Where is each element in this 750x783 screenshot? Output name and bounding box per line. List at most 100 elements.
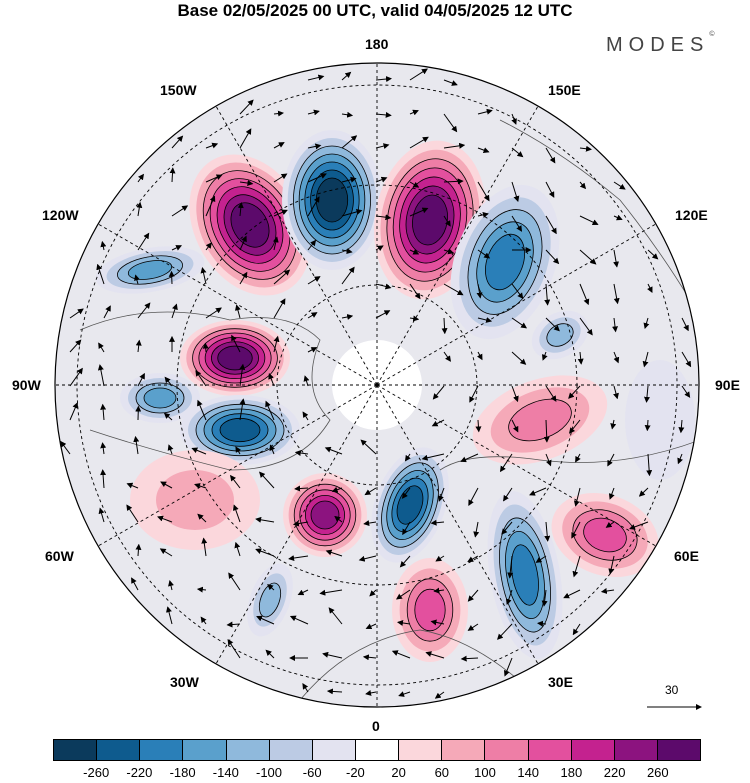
wind-vector-arrow — [358, 555, 377, 562]
wind-vector-arrow — [443, 79, 458, 86]
wind-vector-arrow — [133, 435, 140, 455]
wind-vector-arrow — [476, 283, 483, 299]
wind-vector-arrow — [399, 555, 411, 568]
wind-vector-arrow — [265, 649, 275, 659]
wind-vector-arrow — [409, 283, 421, 300]
wind-vector-arrow — [131, 577, 139, 591]
wind-vector-arrow — [460, 453, 479, 463]
wind-vector-arrow — [341, 111, 354, 118]
wind-vector-arrow — [196, 586, 207, 593]
wind-vector-arrow — [232, 504, 241, 523]
wind-vector-arrow — [610, 419, 617, 430]
anomaly-contour — [258, 582, 282, 618]
wind-vector-arrow — [511, 419, 519, 433]
wind-vector-arrow — [341, 71, 352, 81]
wind-vector-arrow — [273, 142, 285, 149]
wind-vector-arrow — [537, 620, 547, 627]
wind-vector-arrow — [307, 312, 318, 319]
wind-vector-arrow — [477, 249, 491, 259]
wind-vector-arrow — [430, 519, 445, 526]
wind-vector-arrow — [600, 588, 615, 594]
wind-vector-arrow — [265, 400, 275, 421]
wind-vector-arrow — [98, 507, 105, 523]
wind-vector-arrow — [572, 555, 581, 578]
wind-vector-arrow — [435, 555, 445, 562]
meridian-line — [90, 219, 378, 386]
wind-vector-arrow — [568, 385, 581, 399]
wind-vector-arrow — [255, 516, 275, 523]
wind-vector-arrow — [205, 307, 222, 319]
wind-vector-arrow — [613, 181, 626, 190]
anomaly-contour — [414, 588, 446, 632]
wind-vector-arrow — [503, 657, 513, 677]
wind-vector-arrow — [608, 555, 615, 575]
wind-vector-arrow — [375, 176, 388, 183]
wind-vector-arrow — [409, 315, 420, 322]
lon-label-90e: 90E — [715, 377, 740, 393]
wind-vector-arrow — [511, 385, 519, 403]
wind-vector-arrow — [477, 181, 490, 202]
wind-vector-arrow — [229, 474, 241, 489]
wind-vector-arrow — [328, 607, 343, 625]
wind-vector-arrow — [468, 487, 479, 506]
wind-vector-arrow — [541, 351, 548, 361]
wind-vector-arrow — [231, 334, 241, 353]
wind-vector-arrow — [545, 147, 556, 164]
wind-vector-arrow — [535, 555, 547, 563]
wind-vector-arrow — [171, 303, 178, 319]
wind-vector-arrow — [404, 453, 411, 462]
anomaly-contour — [143, 387, 177, 409]
wind-vector-arrow — [202, 342, 209, 353]
wind-vector-arrow — [273, 298, 286, 319]
anomaly-contour — [219, 417, 261, 443]
colorbar-tick-label: 180 — [560, 765, 583, 780]
colorbar-swatch — [140, 740, 184, 760]
map-border — [54, 62, 700, 708]
wind-vector-arrow — [477, 211, 489, 218]
wind-vectors — [60, 68, 692, 699]
wind-vector-arrow — [97, 364, 105, 387]
wind-vector-arrow — [511, 351, 527, 365]
wind-vector-arrow — [205, 174, 223, 183]
wind-vector-arrow — [503, 487, 513, 502]
wind-vector-arrow — [511, 215, 523, 232]
lon-label-90w: 90W — [12, 377, 41, 393]
wind-vector-arrow — [334, 515, 343, 523]
polar-map — [54, 62, 700, 708]
wind-vector-arrow — [545, 385, 557, 402]
wind-vector-arrow — [137, 173, 144, 183]
wind-vector-arrow — [443, 178, 464, 185]
wind-vector-arrow — [441, 317, 448, 335]
wind-vector-arrow — [421, 453, 445, 461]
wind-vector-arrow — [545, 215, 557, 235]
wind-vector-arrow — [467, 589, 479, 602]
coastline — [79, 311, 331, 471]
wind-vector-arrow — [273, 173, 288, 183]
wind-vector-arrow — [375, 310, 391, 319]
wind-vector-arrow — [197, 513, 207, 523]
wind-vector-arrow — [443, 215, 451, 227]
wind-vector-arrow — [159, 548, 173, 557]
wind-vector-arrow — [575, 453, 581, 463]
colorbar-swatch — [485, 740, 529, 760]
wind-vector-arrow — [100, 240, 107, 251]
wind-vector-arrow — [228, 572, 241, 591]
wind-vector-arrow — [171, 245, 183, 251]
wind-vector-arrow — [642, 351, 649, 368]
wind-vector-arrow — [157, 515, 173, 523]
wind-vector-arrow — [294, 485, 309, 492]
wind-vector-arrow — [409, 68, 428, 81]
wind-vector-arrow — [438, 487, 445, 502]
colorbar-swatch — [183, 740, 227, 760]
wind-vector-arrow — [205, 195, 216, 217]
wind-vector-arrow — [577, 351, 584, 365]
wind-vector-arrow — [460, 655, 479, 662]
anomaly-contour — [583, 517, 627, 553]
wind-vector-arrow — [605, 521, 615, 528]
wind-vector-arrow — [205, 142, 219, 149]
wind-vector-arrow — [397, 620, 411, 626]
wind-vector-arrow — [168, 580, 174, 591]
wind-vector-arrow — [573, 487, 581, 507]
wind-vector-arrow — [425, 651, 445, 659]
meridian-line — [211, 384, 378, 672]
